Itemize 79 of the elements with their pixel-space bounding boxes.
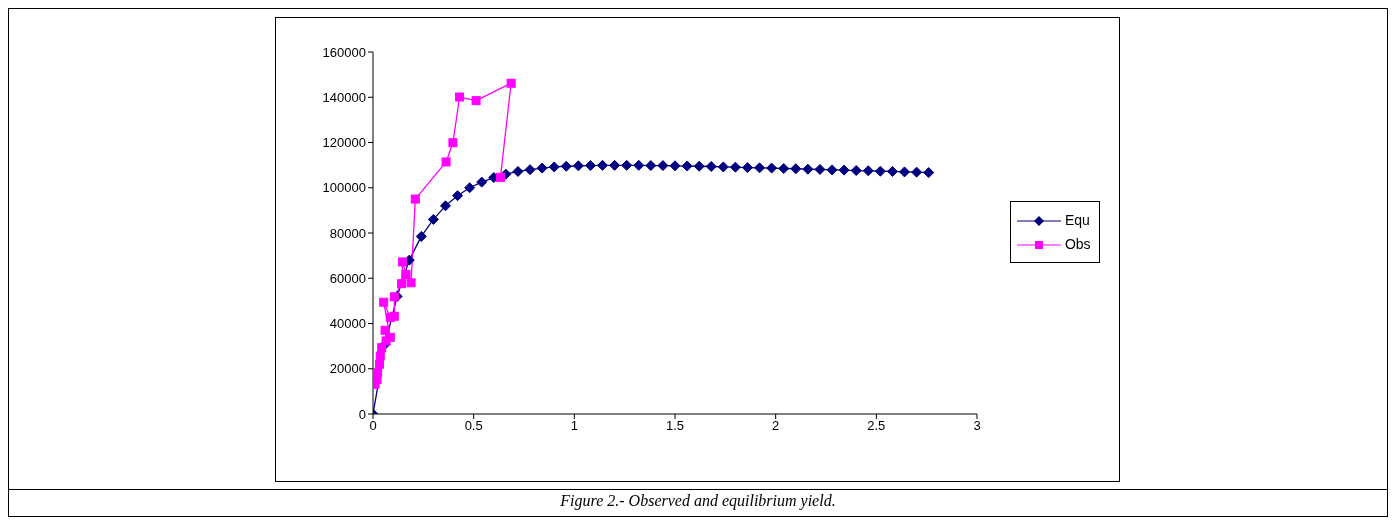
point	[380, 325, 390, 335]
point	[401, 269, 411, 279]
point	[427, 213, 439, 225]
point	[375, 351, 385, 361]
point	[536, 162, 548, 174]
x-tick-label: 0.5	[464, 418, 483, 434]
point	[389, 311, 399, 321]
point	[506, 78, 516, 88]
point	[717, 161, 729, 173]
point	[741, 162, 753, 174]
point	[374, 359, 384, 369]
point	[766, 162, 778, 174]
y-tick-label: 0	[358, 406, 366, 422]
point	[455, 92, 465, 102]
point	[464, 182, 476, 194]
y-tick-label: 120000	[322, 135, 366, 151]
point	[512, 165, 524, 177]
x-tick-label: 0	[369, 418, 377, 434]
point	[406, 278, 416, 288]
point	[495, 172, 505, 182]
point	[778, 163, 790, 175]
x-tick-label: 1.5	[665, 418, 685, 434]
y-tick-label: 100000	[322, 180, 366, 196]
point	[439, 200, 451, 212]
point	[560, 160, 572, 172]
point	[621, 159, 633, 171]
point	[410, 194, 420, 204]
point	[911, 166, 923, 178]
point	[838, 164, 850, 176]
point	[415, 230, 427, 242]
point	[923, 167, 935, 179]
y-tick-label: 140000	[322, 89, 366, 105]
point	[790, 163, 802, 175]
x-tick-label: 1	[570, 418, 578, 434]
legend-label: Obs	[1064, 236, 1091, 252]
point	[645, 160, 657, 172]
point	[886, 165, 898, 177]
point	[572, 160, 584, 172]
point	[609, 159, 621, 171]
point	[802, 163, 814, 175]
point	[862, 165, 874, 177]
point	[448, 138, 458, 148]
point	[597, 159, 609, 171]
x-tick-label: 2.5	[867, 418, 886, 434]
point	[754, 162, 766, 174]
y-tick-label: 160000	[322, 44, 366, 60]
point	[814, 163, 826, 175]
point	[524, 164, 536, 176]
point	[441, 157, 451, 167]
point	[548, 161, 560, 173]
point	[681, 160, 693, 172]
point	[389, 292, 399, 302]
x-tick-label: 3	[973, 418, 981, 434]
point	[657, 160, 669, 172]
point	[476, 176, 488, 188]
point	[471, 96, 481, 106]
point	[899, 166, 911, 178]
point	[633, 159, 645, 171]
point	[373, 368, 383, 378]
point	[693, 160, 705, 172]
point	[705, 160, 717, 172]
point	[850, 165, 862, 177]
y-tick-label: 80000	[329, 225, 366, 241]
y-tick-label: 60000	[329, 270, 366, 286]
y-tick-label: 20000	[329, 361, 366, 377]
point	[874, 165, 886, 177]
point	[584, 160, 596, 172]
x-tick-label: 2	[772, 418, 780, 434]
point	[398, 257, 408, 267]
y-tick-label: 40000	[329, 316, 366, 332]
legend-label: Equ	[1064, 212, 1090, 228]
point	[729, 161, 741, 173]
point	[452, 190, 464, 202]
text: Figure 2.- Observed and equilibrium yield.	[9, 489, 1387, 510]
point	[385, 332, 395, 342]
point	[379, 297, 389, 307]
point	[669, 160, 681, 172]
point	[397, 279, 407, 289]
point	[826, 164, 838, 176]
